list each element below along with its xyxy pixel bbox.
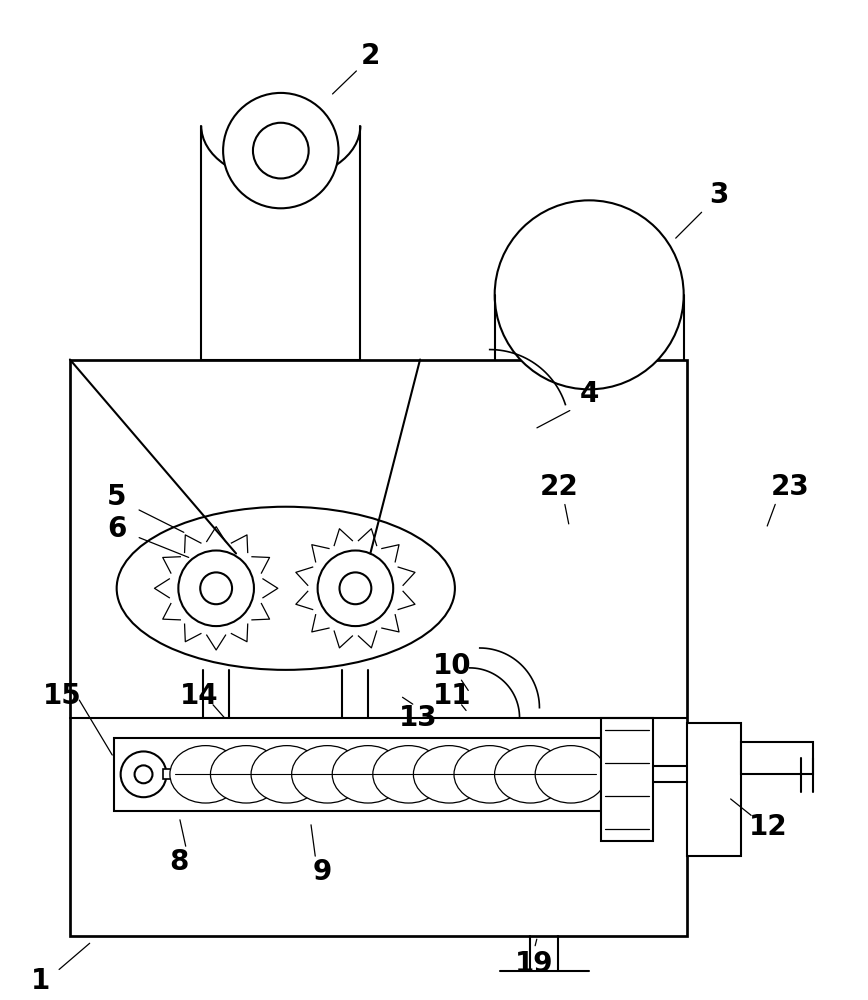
Text: 8: 8 <box>169 848 189 876</box>
Circle shape <box>178 551 254 626</box>
Ellipse shape <box>210 746 282 803</box>
Ellipse shape <box>251 746 323 803</box>
Text: 22: 22 <box>540 473 579 501</box>
Bar <box>687 723 741 856</box>
Text: 9: 9 <box>313 858 332 886</box>
Ellipse shape <box>413 746 485 803</box>
Text: 5: 5 <box>107 483 127 511</box>
Text: 2: 2 <box>360 42 380 70</box>
Circle shape <box>223 93 339 208</box>
Text: 11: 11 <box>432 682 471 710</box>
Bar <box>602 718 653 841</box>
Text: 10: 10 <box>432 652 471 680</box>
Ellipse shape <box>170 746 241 803</box>
Circle shape <box>318 551 393 626</box>
Text: 3: 3 <box>709 181 728 209</box>
Ellipse shape <box>116 507 455 670</box>
Ellipse shape <box>454 746 525 803</box>
Ellipse shape <box>536 746 607 803</box>
Bar <box>114 738 602 811</box>
Circle shape <box>495 200 684 389</box>
Text: 19: 19 <box>516 950 554 978</box>
Text: 13: 13 <box>398 704 437 732</box>
Circle shape <box>121 751 167 797</box>
Bar <box>741 742 813 774</box>
Text: 15: 15 <box>43 682 82 710</box>
Text: 14: 14 <box>180 682 219 710</box>
Text: 23: 23 <box>771 473 810 501</box>
Circle shape <box>339 572 372 604</box>
Bar <box>70 360 687 936</box>
Bar <box>163 769 177 779</box>
Circle shape <box>201 572 232 604</box>
Circle shape <box>135 765 153 783</box>
Ellipse shape <box>373 746 444 803</box>
Text: 1: 1 <box>30 967 49 995</box>
Text: 4: 4 <box>580 380 599 408</box>
Ellipse shape <box>292 746 363 803</box>
Ellipse shape <box>332 746 404 803</box>
Text: 12: 12 <box>749 813 787 841</box>
Text: 6: 6 <box>107 515 127 543</box>
Ellipse shape <box>495 746 566 803</box>
Circle shape <box>253 123 309 178</box>
